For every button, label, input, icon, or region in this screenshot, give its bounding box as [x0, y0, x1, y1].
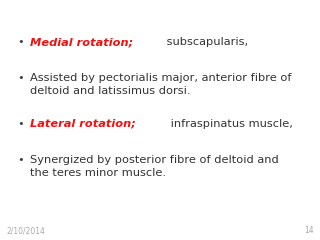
Text: Lateral rotation;: Lateral rotation;	[30, 119, 136, 129]
Text: •: •	[18, 37, 24, 47]
Text: Medial rotation;: Medial rotation;	[30, 37, 133, 47]
Text: Synergized by posterior fibre of deltoid and
the teres minor muscle.: Synergized by posterior fibre of deltoid…	[30, 155, 279, 178]
Text: •: •	[18, 119, 24, 129]
Text: infraspinatus muscle,: infraspinatus muscle,	[167, 119, 293, 129]
Text: subscapularis,: subscapularis,	[164, 37, 249, 47]
Text: 2/10/2014: 2/10/2014	[6, 226, 45, 235]
Text: •: •	[18, 155, 24, 165]
Text: 14: 14	[304, 226, 314, 235]
Text: Assisted by pectorialis major, anterior fibre of
deltoid and latissimus dorsi.: Assisted by pectorialis major, anterior …	[30, 73, 292, 96]
Text: •: •	[18, 73, 24, 83]
